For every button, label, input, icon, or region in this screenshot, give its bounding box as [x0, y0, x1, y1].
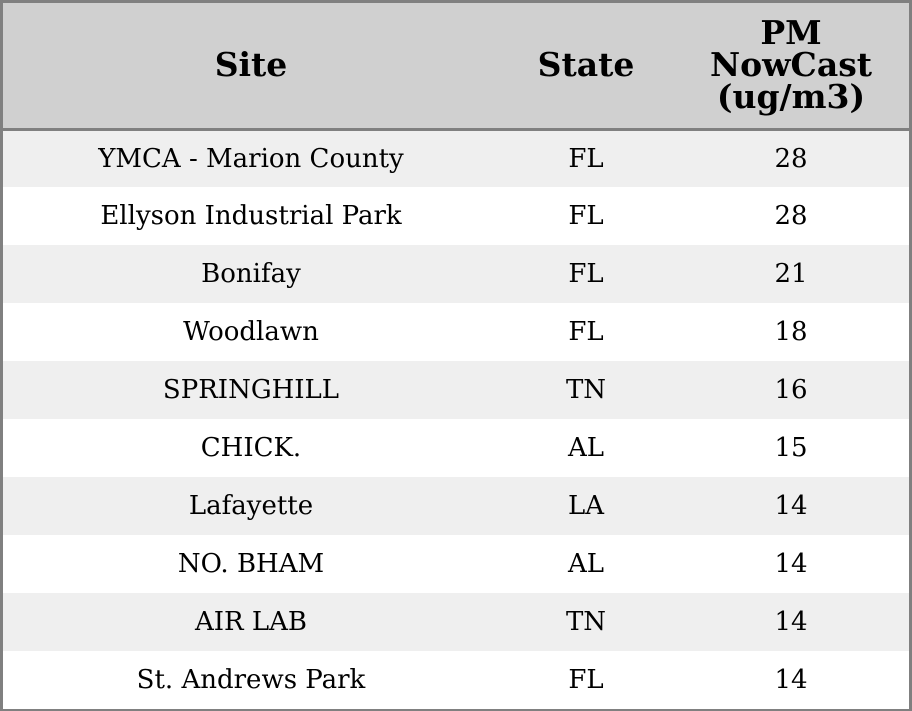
header-pm-line-1: PM: [760, 13, 822, 53]
header-pm-line-2: NowCast: [709, 45, 873, 85]
table-row: Woodlawn FL 18: [3, 303, 909, 361]
table-row: CHICK. AL 15: [3, 419, 909, 477]
cell-site: CHICK.: [200, 433, 302, 463]
table-row: St. Andrews Park FL 14: [3, 651, 909, 709]
header-pm-line-3: (ug/m3): [716, 77, 866, 117]
table-body: YMCA - Marion County FL 28 Ellyson Industri…: [3, 129, 909, 709]
cell-state: AL: [567, 433, 605, 463]
cell-site: Ellyson Industrial Park: [100, 201, 402, 231]
pm-table: Site State PM NowCast (ug/m3) YMCA - Mar…: [3, 3, 909, 709]
cell-state: FL: [568, 201, 604, 231]
cell-pm-value: 14: [774, 491, 808, 521]
cell-state: FL: [568, 317, 604, 347]
cell-pm-value: 14: [774, 607, 808, 637]
cell-pm-value: 28: [774, 143, 808, 174]
table-row: NO. BHAM AL 14: [3, 535, 909, 593]
cell-pm-value: 16: [774, 375, 808, 405]
cell-state: FL: [568, 143, 604, 174]
header-state: State: [499, 3, 673, 131]
cell-site: AIR LAB: [194, 607, 308, 637]
table-row: Ellyson Industrial Park FL 28: [3, 187, 909, 245]
cell-pm-value: 14: [774, 549, 808, 579]
cell-pm-value: 15: [774, 433, 808, 463]
header-pm-nowcast: PM NowCast (ug/m3): [673, 3, 909, 131]
cell-site: Lafayette: [188, 491, 314, 521]
cell-state: FL: [568, 259, 604, 289]
header-row: Site State PM NowCast (ug/m3): [3, 3, 909, 131]
table-row: Bonifay FL 21: [3, 245, 909, 303]
cell-site: Bonifay: [201, 259, 301, 289]
cell-state: AL: [567, 549, 605, 579]
table-row: Lafayette LA 14: [3, 477, 909, 535]
header-site: Site: [3, 3, 499, 131]
cell-site: NO. BHAM: [177, 549, 325, 579]
cell-pm-value: 18: [774, 317, 808, 347]
cell-site: St. Andrews Park: [136, 665, 366, 695]
cell-site: YMCA - Marion County: [98, 143, 404, 174]
table-row: AIR LAB TN 14: [3, 593, 909, 651]
cell-state: TN: [565, 607, 607, 637]
cell-state: TN: [565, 375, 607, 405]
cell-site: Woodlawn: [183, 317, 319, 347]
table-row: YMCA - Marion County FL 28: [3, 129, 909, 187]
table-row: SPRINGHILL TN 16: [3, 361, 909, 419]
cell-state: LA: [567, 491, 605, 521]
cell-site: SPRINGHILL: [162, 375, 340, 405]
cell-pm-value: 28: [774, 201, 808, 231]
cell-pm-value: 14: [774, 665, 808, 695]
cell-pm-value: 21: [774, 259, 808, 289]
cell-state: FL: [568, 665, 604, 695]
